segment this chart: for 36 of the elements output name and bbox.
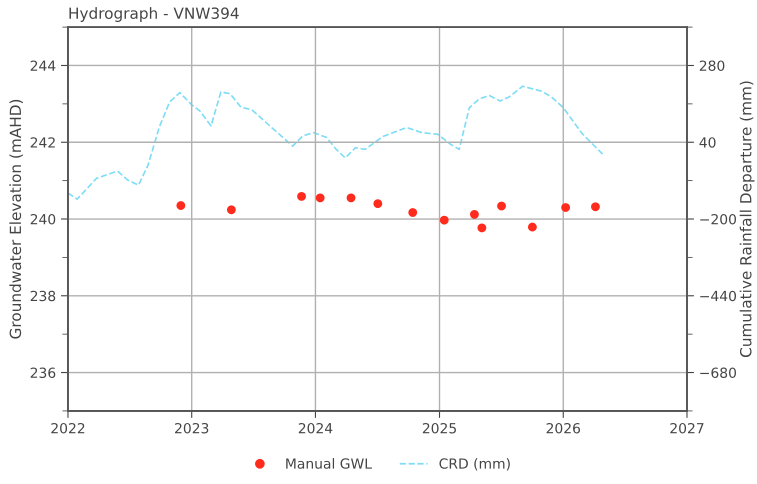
point <box>470 210 479 219</box>
y2-tick-label: 40 <box>699 137 716 148</box>
point <box>497 202 506 210</box>
x-tick-label: 2027 <box>670 422 704 434</box>
y2-tick-label: −440 <box>700 290 736 302</box>
y2-tick-label: 280 <box>700 60 724 71</box>
y2-axis-title: Cumulative Rainfall Departure (mm) <box>740 81 754 358</box>
y-tick-label: 244 <box>30 60 56 71</box>
x-tick-label: 2026 <box>546 422 580 434</box>
point <box>373 199 382 208</box>
point <box>528 222 537 232</box>
y-tick-label: 236 <box>30 368 56 378</box>
point <box>561 203 570 212</box>
legend-label: CRD (mm) <box>439 458 510 470</box>
x-tick-label: 2022 <box>51 422 84 434</box>
y2-tick-label: −200 <box>700 214 736 224</box>
y-axis-title: Groundwater Elevation (mAHD) <box>9 100 23 339</box>
point <box>297 192 306 201</box>
y-tick-label: 238 <box>30 290 56 302</box>
y2-tick-label: −680 <box>700 368 736 378</box>
y-tick-label: 240 <box>30 214 56 224</box>
x-tick-label: 2025 <box>422 422 456 434</box>
y-tick-label: 242 <box>30 137 55 148</box>
point <box>440 216 449 225</box>
point <box>176 201 186 210</box>
x-tick-label: 2024 <box>298 422 332 434</box>
line-series <box>68 85 604 200</box>
point <box>477 223 486 232</box>
legend-label: Manual GWL <box>286 458 372 469</box>
point <box>226 205 236 214</box>
point <box>408 208 418 217</box>
x-tick-label: 2023 <box>175 422 208 434</box>
chart-title: Hydrograph - VNW394 <box>69 7 239 22</box>
point <box>591 202 600 212</box>
point <box>346 194 356 202</box>
point <box>316 194 325 202</box>
